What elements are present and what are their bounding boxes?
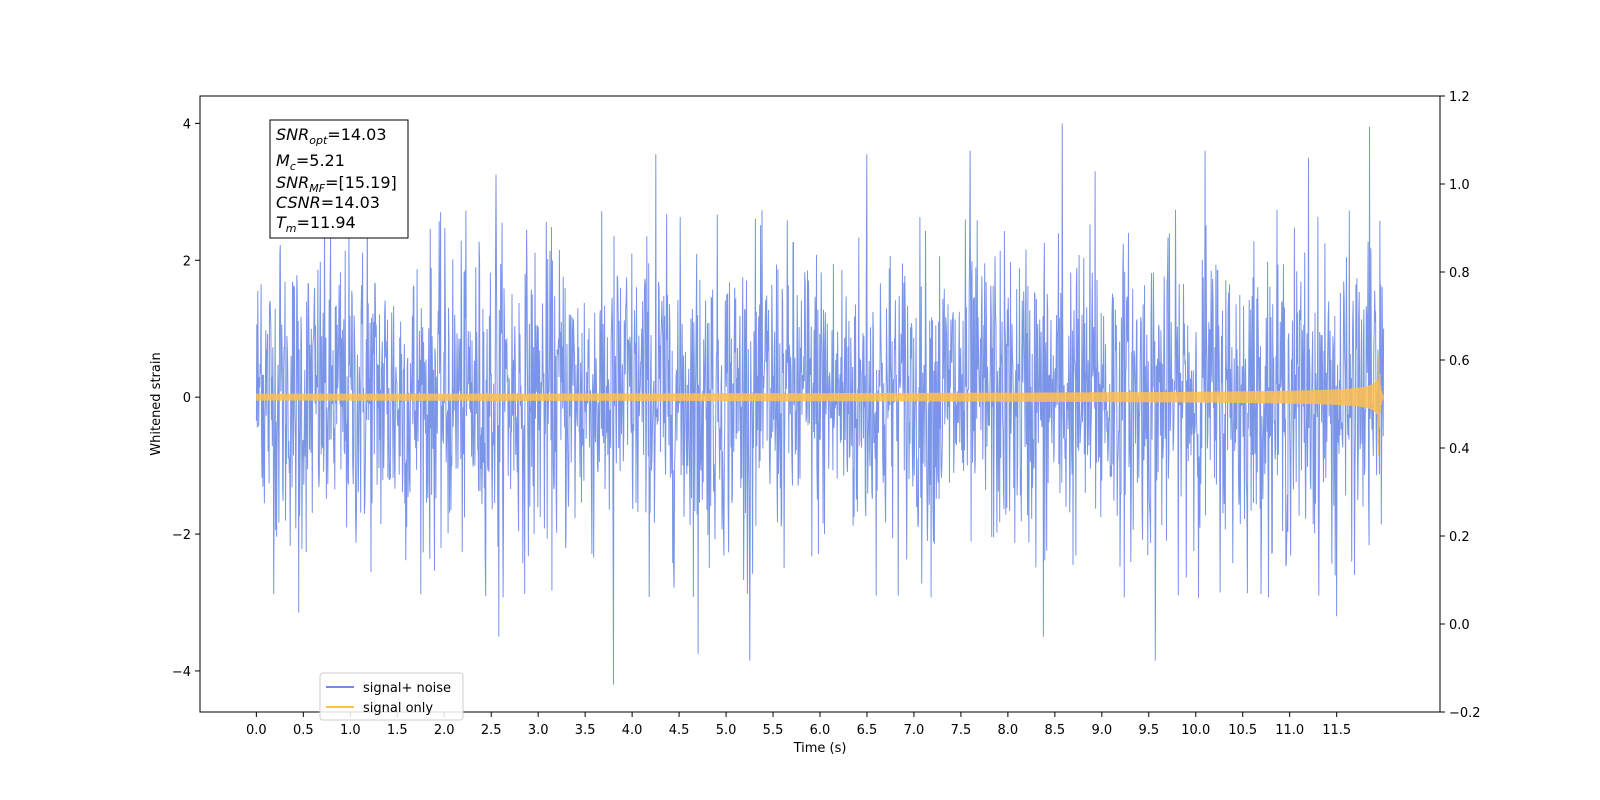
x-tick-label: 4.5	[669, 723, 690, 738]
y2-tick-label: 1.0	[1449, 178, 1470, 193]
y-tick-label: −4	[172, 665, 191, 680]
x-tick-label: 3.0	[528, 723, 549, 738]
y-tick-label: 4	[183, 117, 191, 132]
annotation-line: Tm=11.94	[276, 213, 356, 235]
x-tick-label: 6.5	[857, 723, 878, 738]
signal-only-line	[255, 354, 1385, 457]
y2-axis-ticks: −0.2 0.0 0.2 0.4 0.6 0.8 1.0 1.2	[1440, 90, 1481, 721]
annotation-line: Mc=5.21	[276, 151, 345, 173]
x-tick-label: 8.5	[1045, 723, 1066, 738]
legend: signal+ noise signal only	[319, 672, 464, 721]
y2-tick-label: 1.2	[1449, 90, 1470, 105]
y2-tick-label: −0.2	[1449, 706, 1481, 721]
annotation-line: CSNR=14.03	[276, 193, 380, 212]
x-tick-label: 1.5	[387, 723, 408, 738]
annotation-frame	[269, 119, 409, 239]
x-tick-label: 10.0	[1181, 723, 1210, 738]
x-tick-label: 6.0	[810, 723, 831, 738]
x-tick-label: 2.0	[434, 723, 455, 738]
x-tick-label: 2.5	[481, 723, 502, 738]
x-tick-label: 4.0	[622, 723, 643, 738]
legend-label-signal-only: signal only	[363, 701, 433, 716]
x-tick-label: 9.5	[1138, 723, 1159, 738]
series-layer	[255, 123, 1385, 685]
y2-tick-label: 0.0	[1449, 618, 1470, 633]
x-tick-label: 1.0	[340, 723, 361, 738]
y-tick-label: 0	[183, 391, 191, 406]
x-tick-label: 5.0	[716, 723, 737, 738]
x-tick-label: 3.5	[575, 723, 596, 738]
x-tick-label: 7.0	[904, 723, 925, 738]
x-tick-label: 9.0	[1091, 723, 1112, 738]
annotation-line: SNRMF=[15.19]	[276, 173, 397, 195]
annotation-line: SNRopt=14.03	[276, 125, 387, 147]
x-tick-label: 5.5	[763, 723, 784, 738]
x-tick-label: 10.5	[1228, 723, 1257, 738]
x-tick-label: 7.5	[951, 723, 972, 738]
x-tick-label: 11.5	[1322, 723, 1351, 738]
x-tick-label: 8.0	[998, 723, 1019, 738]
x-axis-ticks: 0.0 0.5 1.0 1.5 2.0 2.5 3.0 3.5 4.0 4.5 5.0 5.5 6.0 6…	[246, 712, 1351, 738]
y2-tick-label: 0.4	[1449, 442, 1470, 457]
y2-tick-label: 0.2	[1449, 530, 1470, 545]
y2-tick-label: 0.8	[1449, 266, 1470, 281]
x-tick-label: 0.0	[246, 723, 267, 738]
y2-tick-label: 0.6	[1449, 354, 1470, 369]
legend-label-signal-plus-noise: signal+ noise	[363, 681, 451, 696]
stats-annotation-box: SNRopt=14.03 Mc=5.21SNRMF=[15.19]CSNR=14.…	[269, 119, 409, 239]
x-tick-label: 0.5	[293, 723, 314, 738]
x-axis-label: Time (s)	[793, 741, 847, 756]
legend-frame	[319, 672, 464, 721]
y-tick-label: −2	[172, 528, 191, 543]
y-axis-label: Whitened strain	[149, 352, 164, 455]
x-tick-label: 11.0	[1275, 723, 1304, 738]
y-tick-label: 2	[183, 254, 191, 269]
y-axis-ticks: −4 −2 0 2 4	[172, 117, 200, 680]
